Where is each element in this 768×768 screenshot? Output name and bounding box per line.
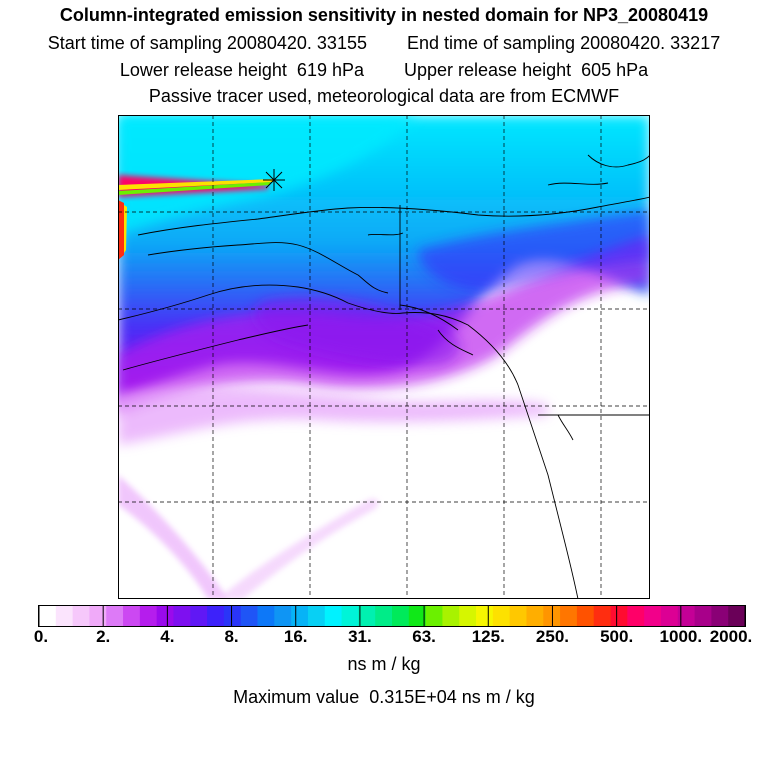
colorbar-swatch bbox=[106, 606, 124, 626]
colorbar-swatch bbox=[677, 606, 695, 626]
maximum-value: Maximum value 0.315E+04 ns m / kg bbox=[233, 687, 535, 707]
colorbar-swatch bbox=[694, 606, 712, 626]
upper-release-height: Upper release height 605 hPa bbox=[404, 60, 649, 80]
colorbar-frame bbox=[38, 605, 746, 627]
colorbar-swatch bbox=[55, 606, 74, 626]
colorbar-swatch bbox=[459, 606, 477, 626]
colorbar-tick-label: 8. bbox=[224, 627, 239, 646]
colorbar-swatch bbox=[240, 606, 258, 626]
colorbar-tick-label: 2. bbox=[96, 627, 111, 646]
colorbar-tick-label: 125. bbox=[471, 627, 505, 646]
colorbar-swatch bbox=[190, 606, 208, 626]
colorbar-swatch bbox=[358, 606, 376, 626]
release-location-marker bbox=[263, 169, 285, 191]
colorbar-tick-label: 31. bbox=[348, 627, 372, 646]
colorbar-swatch bbox=[644, 606, 662, 626]
colorbar-tick-label: 250. bbox=[535, 627, 569, 646]
release-heights: Lower release height 619 hPa Upper releas… bbox=[0, 59, 768, 81]
colorbar-swatch bbox=[324, 606, 342, 626]
colorbar-swatch bbox=[392, 606, 410, 626]
plot-title: Column-integrated emission sensitivity i… bbox=[59, 5, 709, 25]
colorbar-swatch bbox=[560, 606, 578, 626]
colorbar-swatch bbox=[39, 606, 57, 626]
colorbar-swatch bbox=[223, 606, 242, 626]
colorbar-swatch bbox=[509, 606, 527, 626]
colorbar-swatch bbox=[341, 606, 359, 626]
colorbar-swatch bbox=[728, 606, 746, 626]
colorbar-tick-label: 1000. bbox=[659, 627, 703, 646]
colorbar-tick-label: 4. bbox=[160, 627, 175, 646]
tracer-note: Passive tracer used, meteorological data… bbox=[148, 86, 620, 106]
start-time: Start time of sampling 20080420. 33155 bbox=[47, 33, 367, 53]
colorbar-swatch bbox=[442, 606, 460, 626]
end-time: End time of sampling 20080420. 33217 bbox=[406, 33, 721, 53]
colorbar-swatch bbox=[291, 606, 309, 626]
colorbar-swatch bbox=[274, 606, 292, 626]
colorbar-swatch bbox=[526, 606, 544, 626]
colorbar-swatch bbox=[207, 606, 225, 626]
colorbar-swatch bbox=[610, 606, 628, 626]
colorbar-swatch bbox=[660, 606, 679, 626]
colorbar-swatch bbox=[576, 606, 595, 626]
colorbar-swatch bbox=[408, 606, 427, 626]
colorbar bbox=[38, 605, 746, 627]
colorbar-swatch bbox=[139, 606, 158, 626]
colorbar-swatch bbox=[492, 606, 511, 626]
colorbar-swatch bbox=[375, 606, 393, 626]
lower-release-height: Lower release height 619 hPa bbox=[119, 60, 364, 80]
colorbar-swatch bbox=[425, 606, 443, 626]
map-frame bbox=[118, 115, 650, 599]
sensitivity-map bbox=[118, 115, 650, 599]
colorbar-swatch bbox=[711, 606, 729, 626]
colorbar-swatch bbox=[123, 606, 141, 626]
colorbar-swatch bbox=[156, 606, 174, 626]
colorbar-tick-label: 16. bbox=[283, 627, 308, 646]
graticule bbox=[118, 115, 650, 599]
colorbar-tick-label: 500. bbox=[600, 627, 634, 646]
colorbar-swatch bbox=[627, 606, 645, 626]
colorbar-tick-label: 63. bbox=[412, 627, 436, 646]
coastlines bbox=[118, 154, 650, 599]
colorbar-swatch bbox=[307, 606, 326, 626]
colorbar-tick-label: 0. bbox=[33, 627, 49, 646]
colorbar-swatch bbox=[543, 606, 561, 626]
colorbar-swatch bbox=[89, 606, 107, 626]
colorbar-swatch bbox=[593, 606, 611, 626]
colorbar-tick-label: 2000. bbox=[709, 627, 753, 646]
colorbar-swatch bbox=[476, 606, 494, 626]
colorbar-swatch bbox=[72, 606, 90, 626]
sampling-times: Start time of sampling 20080420. 33155 En… bbox=[0, 32, 768, 54]
sensitivity-field bbox=[118, 115, 650, 599]
colorbar-swatch bbox=[173, 606, 191, 626]
colorbar-units: ns m / kg bbox=[347, 654, 421, 674]
colorbar-swatch bbox=[257, 606, 275, 626]
